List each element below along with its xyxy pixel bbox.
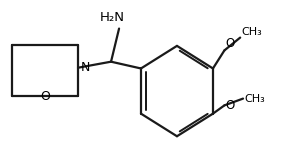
- Text: H₂N: H₂N: [99, 11, 124, 24]
- Text: O: O: [40, 90, 50, 103]
- Text: N: N: [80, 61, 90, 74]
- Text: CH₃: CH₃: [245, 94, 265, 104]
- Text: CH₃: CH₃: [242, 27, 262, 37]
- Text: O: O: [226, 37, 235, 50]
- Text: O: O: [226, 99, 235, 112]
